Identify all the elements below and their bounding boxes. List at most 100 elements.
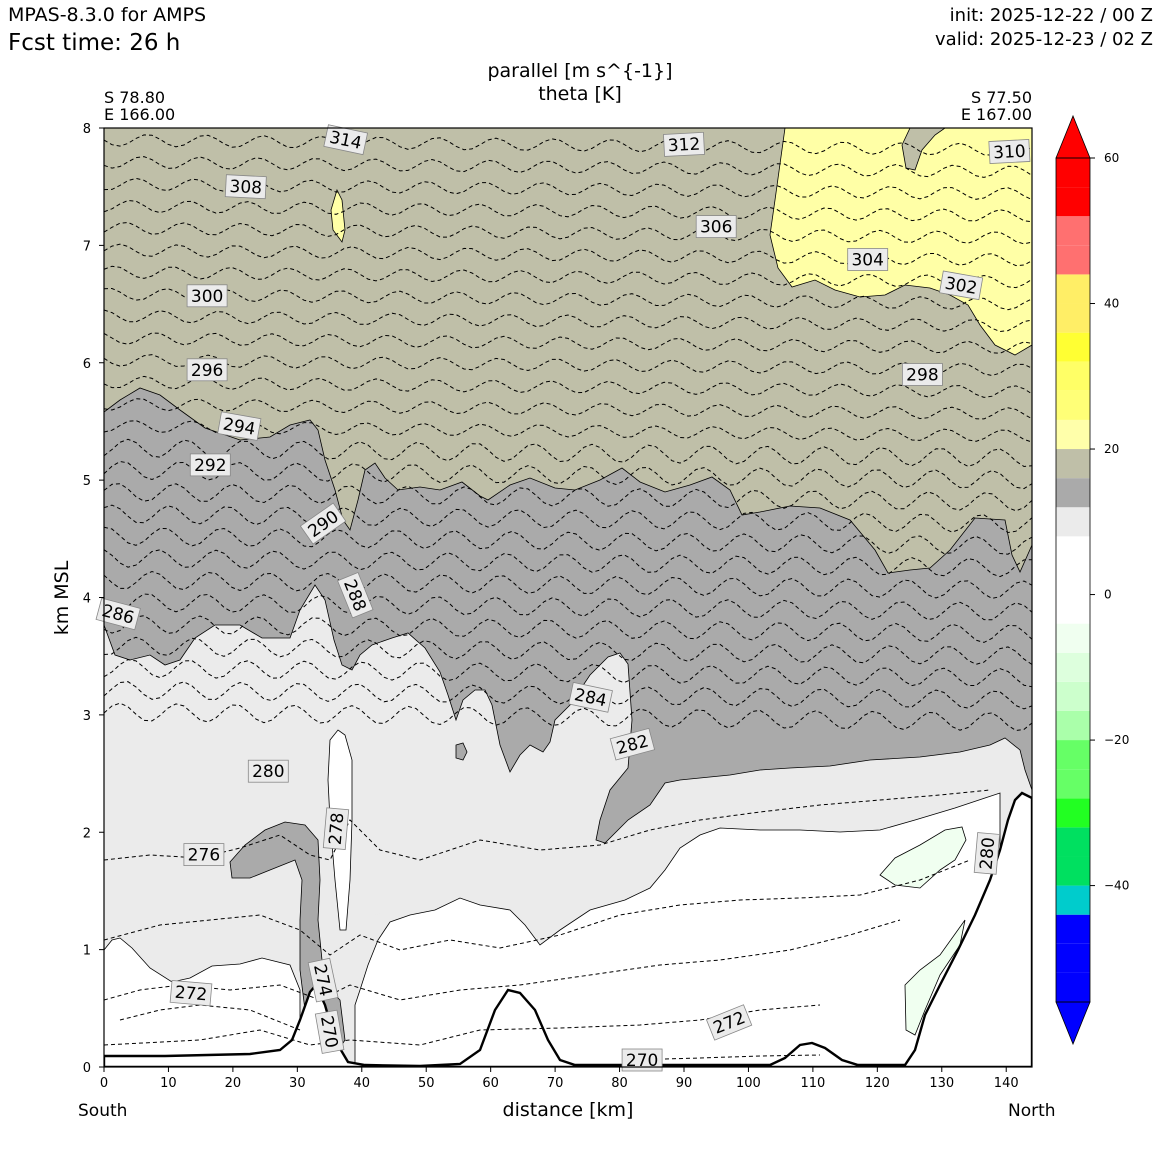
y-tick-label: 5 [83,474,91,489]
theta-contour-labels: 314 312 3103083063043023002982962942922902… [95,124,1031,1072]
theta-label-text: 278 [326,812,349,846]
theta-label: 280 [247,759,289,783]
theta-label-box [217,411,262,441]
x-tick-label: 80 [611,1076,628,1091]
theta-line [104,570,1032,599]
theta-line [104,354,1032,377]
theta-label-box [609,727,656,761]
fill-gray-speck [455,742,468,761]
theta-label-box [568,681,613,713]
x-tick-label: 0 [100,1076,108,1091]
x-tick-label: 20 [225,1076,242,1091]
theta-label-box [939,270,984,301]
colorbar-swatch [1056,943,1090,973]
x-tick-label: 40 [354,1076,371,1091]
theta-label: 296 [186,358,228,382]
theta-label-text: 276 [188,846,220,866]
colorbar-swatch [1056,856,1090,886]
colorbar-swatch [1056,536,1090,566]
fill-negative-east [879,826,967,889]
theta-label: 304 [847,248,889,271]
colorbar-swatch [1056,507,1090,537]
x-tick-label: 60 [482,1076,499,1091]
theta-label-box [247,759,289,783]
y-tick-label: 3 [83,709,91,724]
theta-line [104,483,1032,512]
theta-line [104,287,1032,311]
theta-label: 306 [695,215,737,239]
theta-label-text: 308 [229,177,262,199]
theta-label-box [95,597,141,631]
theta-line [104,221,1032,245]
theta-label-box [224,174,267,200]
theta-line [104,332,1032,354]
theta-label-box [322,807,350,851]
theta-label: 280 [973,832,1001,875]
theta-label-box [307,957,339,1003]
end-lat: S 77.50 [970,88,1032,107]
theta-label-box [705,1004,753,1041]
theta-line [104,438,1032,468]
theta-label: 272 [169,979,213,1007]
theta-label-box [337,572,374,619]
theta-line [119,1004,301,1031]
theta-label-text: 280 [977,836,1000,870]
theta-line [629,1054,821,1061]
theta-label-text: 306 [700,218,732,238]
theta-line [104,549,1032,578]
theta-line [104,702,1032,732]
colorbar-swatch [1056,798,1090,828]
theta-label: 300 [186,284,228,308]
colorbar-swatch [1056,652,1090,682]
theta-label: 294 [217,411,262,441]
theta-label-box [973,832,1001,875]
x-tick-label: 100 [736,1076,761,1091]
colorbar-tick-label: 20 [1104,442,1119,456]
theta-label: 276 [183,843,225,866]
theta-label: 302 [939,270,984,301]
colorbar-swatch [1056,710,1090,741]
y-tick-label: 1 [83,944,91,959]
colorbar-swatch [1056,274,1090,304]
colorbar-swatch [1056,187,1090,217]
colorbar-swatch [1056,158,1090,188]
terrain-profile [104,791,1032,1067]
colorbar-swatch [1056,449,1090,479]
theta-line [104,309,1032,333]
theta-line [104,375,1032,398]
theta-label-text: 298 [906,366,938,386]
colorbar-swatch [1056,419,1090,450]
x-tick-label: 50 [418,1076,435,1091]
valid-time: valid: 2025-12-23 / 02 Z [935,29,1153,50]
theta-label: 308 [224,174,267,200]
theta-label-box [847,248,889,271]
south-label: South [78,1101,128,1121]
x-tick-label: 130 [929,1076,954,1091]
colorbar-swatch [1056,390,1090,420]
start-lon: E 166.00 [104,105,176,124]
theta-label-text: 310 [993,142,1026,164]
colorbar-swatch [1056,914,1090,944]
theta-line [104,859,971,956]
theta-line [104,265,1032,289]
colorbar-swatch [1056,769,1090,799]
colorbar-swatch [1056,565,1090,595]
colorbar-swatch [1056,623,1090,653]
theta-label-box [314,1009,345,1054]
fill-negative-slope [904,919,966,1036]
theta-label-box [323,124,369,156]
theta-label: 292 [189,453,231,477]
y-tick-label: 8 [83,122,91,137]
theta-label: 312 [663,131,705,157]
start-lat: S 78.80 [104,88,166,107]
theta-line [104,460,1032,490]
end-point-coords: S 77.50 E 167.00 [961,89,1032,123]
theta-line [104,134,1032,156]
start-point-coords: S 78.80 E 166.00 [104,89,175,123]
theta-label-box [169,979,213,1007]
x-tick-label: 30 [289,1076,306,1091]
theta-label-box [695,215,737,239]
fill-yellow-blob [330,188,346,243]
theta-label: 286 [95,597,141,631]
chart-title-line1: parallel [m s^{-1}] [487,60,673,82]
